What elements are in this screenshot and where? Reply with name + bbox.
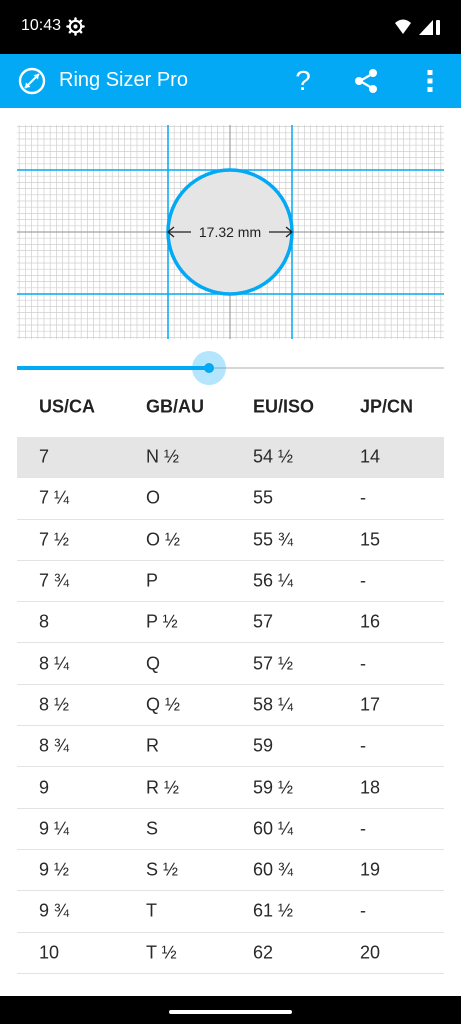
- cell-eu-iso: 60 ¼: [253, 818, 294, 839]
- cell-us-ca: 8: [39, 611, 50, 632]
- more-vert-icon: [427, 70, 433, 92]
- cell-us-ca: 9 ½: [39, 859, 70, 880]
- cell-gb-au: O ½: [146, 529, 181, 550]
- cell-jp-cn: 16: [360, 611, 381, 632]
- cellular-signal-icon: [419, 20, 433, 35]
- header-jp-cn: JP/CN: [360, 396, 414, 417]
- cell-jp-cn: -: [360, 653, 366, 674]
- cell-gb-au: P ½: [146, 611, 178, 632]
- size-row[interactable]: 9 ¼ S 60 ¼ -: [17, 809, 444, 850]
- header-gb-au: GB/AU: [146, 396, 204, 417]
- cell-jp-cn: -: [360, 735, 366, 756]
- cell-gb-au: N ½: [146, 446, 180, 467]
- cell-eu-iso: 56 ¼: [253, 570, 294, 591]
- size-row[interactable]: 9 ½ S ½ 60 ¾ 19: [17, 850, 444, 892]
- cell-jp-cn: 17: [360, 694, 381, 715]
- app-bar: Ring Sizer Pro ?: [0, 54, 461, 108]
- header-us-ca: US/CA: [39, 396, 96, 417]
- share-icon: [355, 69, 377, 93]
- cell-eu-iso: 62: [253, 942, 274, 963]
- size-table-header: US/CA GB/AU EU/ISO JP/CN: [17, 387, 444, 427]
- cell-jp-cn: 20: [360, 942, 381, 963]
- battery-icon: [436, 20, 440, 35]
- cell-eu-iso: 57 ½: [253, 653, 294, 674]
- navigation-bar: [0, 996, 461, 1024]
- cell-eu-iso: 55 ¾: [253, 529, 294, 550]
- cell-jp-cn: 14: [360, 446, 381, 467]
- cell-eu-iso: 59: [253, 735, 274, 756]
- cell-gb-au: O: [146, 487, 161, 508]
- cell-jp-cn: -: [360, 818, 366, 839]
- wifi-icon: [395, 19, 411, 34]
- size-row[interactable]: 8 ¼ Q 57 ½ -: [17, 643, 444, 685]
- cell-gb-au: R: [146, 735, 159, 756]
- cell-jp-cn: 18: [360, 777, 381, 798]
- cell-eu-iso: 57: [253, 611, 274, 632]
- share-button[interactable]: [349, 64, 383, 98]
- size-row[interactable]: 10 T ½ 62 20: [17, 933, 444, 974]
- app-title: Ring Sizer Pro: [59, 69, 188, 91]
- cell-jp-cn: 19: [360, 859, 381, 880]
- cell-us-ca: 7 ¾: [39, 570, 70, 591]
- diameter-indicator: [166, 226, 294, 238]
- size-row[interactable]: 8 P ½ 57 16: [17, 602, 444, 644]
- cell-eu-iso: 60 ¾: [253, 859, 294, 880]
- size-row[interactable]: 9 R ½ 59 ½ 18: [17, 767, 444, 809]
- cell-jp-cn: 15: [360, 529, 381, 550]
- cell-gb-au: P: [146, 570, 159, 591]
- cell-us-ca: 7: [39, 446, 50, 467]
- cell-us-ca: 7 ¼: [39, 487, 70, 508]
- ring-sizer-logo-icon: [18, 67, 46, 95]
- size-row[interactable]: 7 N ½ 54 ½ 14: [17, 437, 444, 479]
- cell-gb-au: S ½: [146, 859, 179, 880]
- size-row[interactable]: 7 ¼ O 55 -: [17, 478, 444, 520]
- slider-thumb-core: [204, 363, 215, 373]
- cell-us-ca: 8 ¼: [39, 653, 70, 674]
- more-options-button[interactable]: [413, 64, 447, 98]
- size-row[interactable]: 7 ½ O ½ 55 ¾ 15: [17, 520, 444, 561]
- home-gesture-handle[interactable]: [169, 1010, 292, 1014]
- size-slider[interactable]: [17, 350, 444, 386]
- size-row[interactable]: 9 ¾ T 61 ½ -: [17, 891, 444, 933]
- size-table: 7 N ½ 54 ½ 14 7 ¼ O 55 - 7 ½ O ½ 55 ¾ 15…: [17, 437, 444, 974]
- cell-eu-iso: 54 ½: [253, 446, 294, 467]
- cell-gb-au: T: [146, 900, 157, 921]
- cell-jp-cn: -: [360, 487, 366, 508]
- size-row[interactable]: 8 ½ Q ½ 58 ¼ 17: [17, 685, 444, 727]
- cell-eu-iso: 59 ½: [253, 777, 294, 798]
- cell-jp-cn: -: [360, 900, 366, 921]
- cell-gb-au: R ½: [146, 777, 180, 798]
- slider-thumb[interactable]: [192, 351, 227, 385]
- cell-us-ca: 10: [39, 942, 60, 963]
- help-icon: ?: [295, 65, 311, 96]
- help-button[interactable]: ?: [286, 64, 320, 98]
- cell-us-ca: 7 ½: [39, 529, 70, 550]
- cell-eu-iso: 58 ¼: [253, 694, 294, 715]
- settings-gear-icon: [66, 17, 85, 36]
- cell-us-ca: 8 ¾: [39, 735, 70, 756]
- cell-us-ca: 9 ¾: [39, 900, 70, 921]
- diameter-label: 17.32 mm: [199, 224, 261, 240]
- status-bar: 10:43: [0, 0, 461, 54]
- cell-gb-au: Q: [146, 653, 161, 674]
- size-row[interactable]: 7 ¾ P 56 ¼ -: [17, 561, 444, 603]
- cell-gb-au: Q ½: [146, 694, 181, 715]
- cell-jp-cn: -: [360, 570, 366, 591]
- cell-us-ca: 9 ¼: [39, 818, 70, 839]
- cell-gb-au: T ½: [146, 942, 177, 963]
- cell-gb-au: S: [146, 818, 159, 839]
- size-row[interactable]: 8 ¾ R 59 -: [17, 726, 444, 768]
- cell-eu-iso: 55: [253, 487, 274, 508]
- slider-track[interactable]: [17, 367, 444, 369]
- cell-us-ca: 8 ½: [39, 694, 70, 715]
- status-icons: [395, 19, 440, 35]
- header-eu-iso: EU/ISO: [253, 396, 315, 417]
- slider-fill: [17, 366, 210, 370]
- cell-us-ca: 9: [39, 777, 50, 798]
- measurement-grid[interactable]: 17.32 mm: [17, 125, 444, 339]
- status-time: 10:43: [21, 17, 62, 34]
- cell-eu-iso: 61 ½: [253, 900, 294, 921]
